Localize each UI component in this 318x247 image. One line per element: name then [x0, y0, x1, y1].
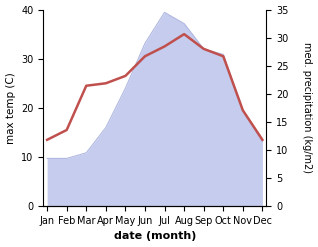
X-axis label: date (month): date (month)	[114, 231, 196, 242]
Y-axis label: med. precipitation (kg/m2): med. precipitation (kg/m2)	[302, 42, 313, 173]
Y-axis label: max temp (C): max temp (C)	[5, 72, 16, 144]
